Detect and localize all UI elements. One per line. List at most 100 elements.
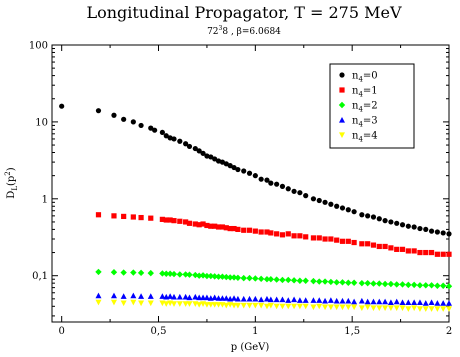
data-point bbox=[147, 293, 154, 299]
data-point bbox=[428, 306, 435, 312]
data-point bbox=[322, 199, 328, 205]
data-point bbox=[186, 220, 193, 226]
plot-area bbox=[51, 44, 450, 323]
data-point bbox=[387, 305, 394, 312]
data-point bbox=[327, 278, 335, 286]
series-2 bbox=[95, 268, 453, 290]
data-point bbox=[310, 277, 317, 285]
data-point bbox=[223, 302, 230, 309]
data-point bbox=[138, 122, 144, 129]
data-point bbox=[130, 292, 137, 299]
data-point bbox=[215, 224, 222, 230]
data-point bbox=[440, 230, 446, 236]
data-point bbox=[387, 299, 394, 305]
data-point bbox=[177, 138, 183, 144]
data-point bbox=[163, 270, 170, 277]
axis-ticks: 0 0,5 1 1,5 2 0,1 1 10 100 bbox=[29, 41, 452, 338]
data-point bbox=[240, 295, 247, 302]
data-point bbox=[231, 302, 238, 309]
data-point bbox=[231, 225, 237, 232]
data-point bbox=[345, 207, 351, 213]
data-point bbox=[333, 304, 340, 311]
data-point bbox=[334, 237, 340, 243]
data-point bbox=[176, 301, 183, 307]
data-point bbox=[192, 145, 198, 152]
data-point bbox=[231, 295, 238, 301]
data-point bbox=[416, 306, 423, 312]
data-point bbox=[171, 218, 177, 224]
data-point bbox=[350, 279, 358, 286]
subtitle-lattice-suffix: 8 , bbox=[222, 27, 236, 37]
data-point bbox=[200, 150, 206, 156]
data-point bbox=[316, 197, 322, 204]
data-point bbox=[417, 225, 423, 232]
data-point bbox=[388, 245, 394, 251]
data-point bbox=[316, 297, 323, 303]
data-point bbox=[411, 305, 418, 312]
data-point bbox=[171, 136, 177, 142]
data-point bbox=[339, 297, 346, 304]
data-point bbox=[322, 304, 329, 311]
data-point bbox=[446, 231, 452, 237]
series-4 bbox=[95, 299, 452, 312]
data-point bbox=[302, 277, 309, 284]
data-point bbox=[223, 225, 229, 231]
data-point bbox=[310, 235, 317, 241]
data-point bbox=[177, 218, 183, 224]
data-point bbox=[192, 221, 198, 227]
data-point bbox=[411, 248, 417, 254]
data-point bbox=[211, 302, 218, 308]
data-point bbox=[428, 282, 435, 289]
data-point bbox=[200, 294, 207, 301]
data-point bbox=[246, 302, 253, 309]
data-point bbox=[303, 234, 309, 240]
data-point bbox=[310, 297, 317, 303]
y-tick-label: 1 bbox=[42, 194, 48, 205]
data-point bbox=[279, 183, 286, 189]
data-point bbox=[291, 303, 298, 310]
data-point bbox=[95, 212, 102, 218]
data-point bbox=[186, 143, 193, 150]
data-point bbox=[297, 233, 303, 239]
data-point bbox=[316, 235, 322, 241]
data-point bbox=[246, 170, 253, 176]
data-point bbox=[111, 213, 117, 219]
data-point bbox=[394, 246, 400, 252]
data-points bbox=[59, 103, 453, 312]
data-point bbox=[246, 274, 253, 282]
data-point bbox=[167, 293, 174, 299]
data-point bbox=[434, 306, 441, 312]
y-tick-label: 0,1 bbox=[32, 271, 48, 282]
data-point bbox=[423, 249, 429, 256]
data-point bbox=[399, 281, 406, 288]
y-axis-label: DL(p2) bbox=[4, 167, 19, 198]
data-point bbox=[417, 249, 423, 256]
x-tick-label: 0,5 bbox=[151, 326, 167, 337]
chart-subtitle: 7238 , β=6.0684 bbox=[207, 25, 281, 37]
x-tick-label: 2 bbox=[446, 326, 452, 337]
data-point bbox=[234, 295, 241, 302]
data-point bbox=[434, 282, 441, 289]
data-point bbox=[345, 238, 351, 244]
data-point bbox=[176, 271, 184, 278]
data-point bbox=[130, 299, 137, 306]
data-point bbox=[182, 301, 189, 307]
data-point bbox=[364, 304, 371, 311]
data-point bbox=[207, 272, 214, 280]
data-point bbox=[428, 299, 435, 305]
data-point bbox=[257, 275, 265, 283]
data-point bbox=[138, 293, 145, 299]
data-point bbox=[333, 279, 340, 286]
data-point bbox=[204, 222, 210, 229]
data-point bbox=[285, 276, 292, 284]
data-point bbox=[370, 305, 377, 312]
data-point bbox=[359, 212, 365, 218]
data-point bbox=[411, 224, 417, 230]
data-point bbox=[241, 168, 247, 174]
data-point bbox=[163, 217, 169, 223]
data-point bbox=[405, 306, 412, 312]
data-point bbox=[381, 280, 389, 288]
data-point bbox=[234, 302, 241, 309]
data-point bbox=[351, 239, 357, 246]
legend-marker bbox=[339, 72, 345, 78]
